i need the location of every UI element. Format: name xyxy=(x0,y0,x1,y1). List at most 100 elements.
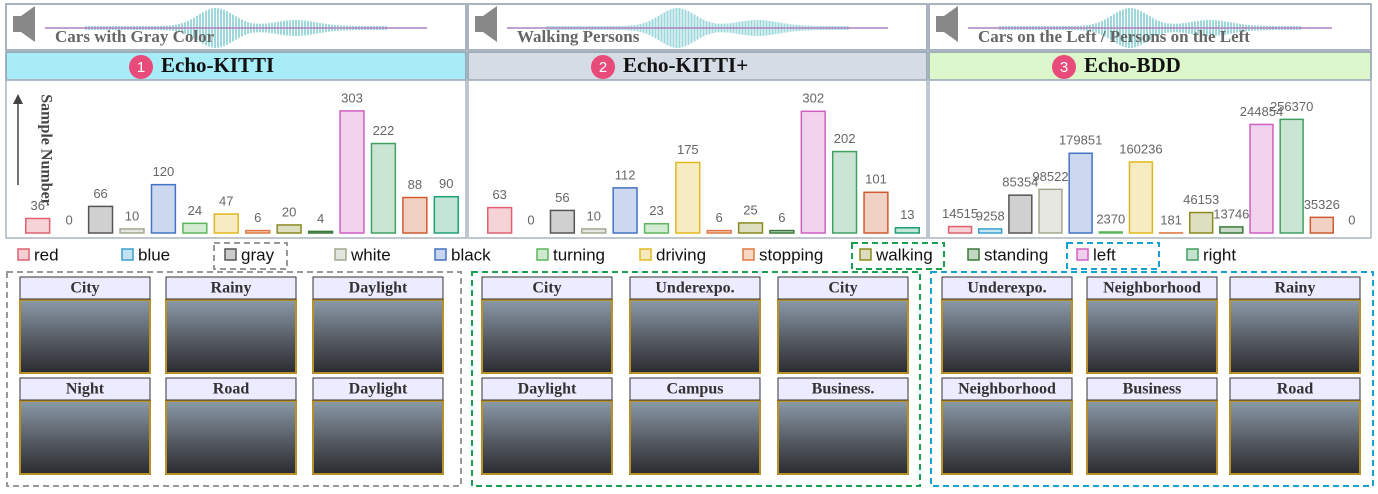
value-label: 90 xyxy=(439,176,453,191)
scene-label-box xyxy=(19,276,151,300)
scene-label-box xyxy=(481,377,613,401)
audio-caption: Walking Persons xyxy=(517,27,640,46)
legend-swatch xyxy=(859,248,872,261)
scene-label-box xyxy=(941,276,1073,300)
scene-label-box xyxy=(165,276,297,300)
legend-label: stopping xyxy=(759,245,823,264)
panel-title: Echo-BDD xyxy=(1084,53,1181,77)
legend-label: blue xyxy=(138,245,170,264)
legend-label: red xyxy=(34,245,59,264)
value-label: 63 xyxy=(492,187,506,202)
legend-highlight xyxy=(213,242,288,270)
legend-swatch xyxy=(224,248,237,261)
value-label: 36 xyxy=(30,198,44,213)
bar xyxy=(675,161,701,234)
bar xyxy=(1068,152,1093,234)
scene-label: Rainy xyxy=(211,280,252,297)
header-bar xyxy=(467,51,928,81)
value-label: 88 xyxy=(408,177,422,192)
chart-box xyxy=(928,79,1372,239)
value-label: 98522 xyxy=(1032,169,1068,184)
scene-label-box xyxy=(312,377,444,401)
bar xyxy=(339,110,365,234)
scene-label: Underexpo. xyxy=(967,280,1046,297)
audio-caption: Cars on the Left / Persons on the Left xyxy=(978,27,1250,46)
scene-label-box xyxy=(777,276,909,300)
audio-caption: Cars with Gray Color xyxy=(55,27,215,46)
bar xyxy=(978,228,1003,234)
scene-label: City xyxy=(532,280,561,297)
legend-swatch xyxy=(967,248,980,261)
value-label: 202 xyxy=(834,131,856,146)
bar xyxy=(1279,118,1304,234)
legend-label: turning xyxy=(553,245,605,264)
value-label: 2370 xyxy=(1096,211,1125,226)
bar xyxy=(1098,231,1123,234)
bar xyxy=(549,209,576,234)
bar xyxy=(307,230,334,234)
scene-image xyxy=(777,299,909,374)
scene-image xyxy=(1229,299,1361,374)
value-label: 25 xyxy=(743,202,757,217)
value-label: 175 xyxy=(677,142,699,157)
bar xyxy=(213,213,239,234)
legend-swatch xyxy=(434,248,447,261)
legend-label: driving xyxy=(656,245,706,264)
scene-image xyxy=(1086,400,1218,475)
number: 2 xyxy=(599,59,607,76)
scene-image xyxy=(1229,400,1361,475)
arrow-head xyxy=(13,94,23,104)
scene-label-box xyxy=(629,377,761,401)
value-label: 10 xyxy=(125,208,139,223)
scene-label-box xyxy=(1229,377,1361,401)
legend-label: gray xyxy=(241,245,275,264)
value-label: 24 xyxy=(188,203,202,218)
value-label: 160236 xyxy=(1119,141,1162,156)
scene-group xyxy=(471,271,921,487)
bar xyxy=(947,225,973,234)
legend-swatch xyxy=(334,248,347,261)
speaker-icon xyxy=(475,6,497,42)
scene-image xyxy=(165,400,297,475)
scene-label: Daylight xyxy=(349,381,408,398)
scene-label: Underexpo. xyxy=(655,280,734,297)
legend-swatch xyxy=(742,248,755,261)
bar xyxy=(581,228,607,234)
value-label: 244854 xyxy=(1240,104,1283,119)
scene-label: Rainy xyxy=(1275,280,1316,297)
bar xyxy=(643,222,670,234)
value-label: 9258 xyxy=(976,208,1005,223)
legend-swatch xyxy=(639,248,652,261)
scene-label-box xyxy=(941,377,1073,401)
bar xyxy=(402,196,428,234)
scene-image xyxy=(312,400,444,475)
bar xyxy=(487,206,513,234)
value-label: 256370 xyxy=(1270,99,1313,114)
bar xyxy=(182,222,208,234)
number: 3 xyxy=(1060,59,1068,76)
scene-image xyxy=(312,299,444,374)
scene-label-box xyxy=(165,377,297,401)
chart-box xyxy=(467,79,928,239)
scene-image xyxy=(1086,299,1218,374)
scene-label: Neighborhood xyxy=(1103,280,1201,297)
value-label: 101 xyxy=(865,172,887,187)
number-badge xyxy=(1052,55,1076,79)
bar xyxy=(370,142,397,234)
value-label: 13746 xyxy=(1213,206,1249,221)
value-label: 20 xyxy=(282,204,296,219)
bar xyxy=(1128,161,1154,234)
legend-swatch xyxy=(121,248,134,261)
value-label: 46153 xyxy=(1183,192,1219,207)
legend-label: white xyxy=(350,245,391,264)
value-label: 23 xyxy=(649,203,663,218)
bar xyxy=(863,191,889,234)
scene-image xyxy=(777,400,909,475)
legend-highlight xyxy=(851,242,945,270)
legend-highlight xyxy=(1066,242,1160,270)
bar xyxy=(25,217,51,234)
scene-label-box xyxy=(1086,377,1218,401)
value-label: 0 xyxy=(1348,212,1355,227)
bar xyxy=(831,150,858,234)
